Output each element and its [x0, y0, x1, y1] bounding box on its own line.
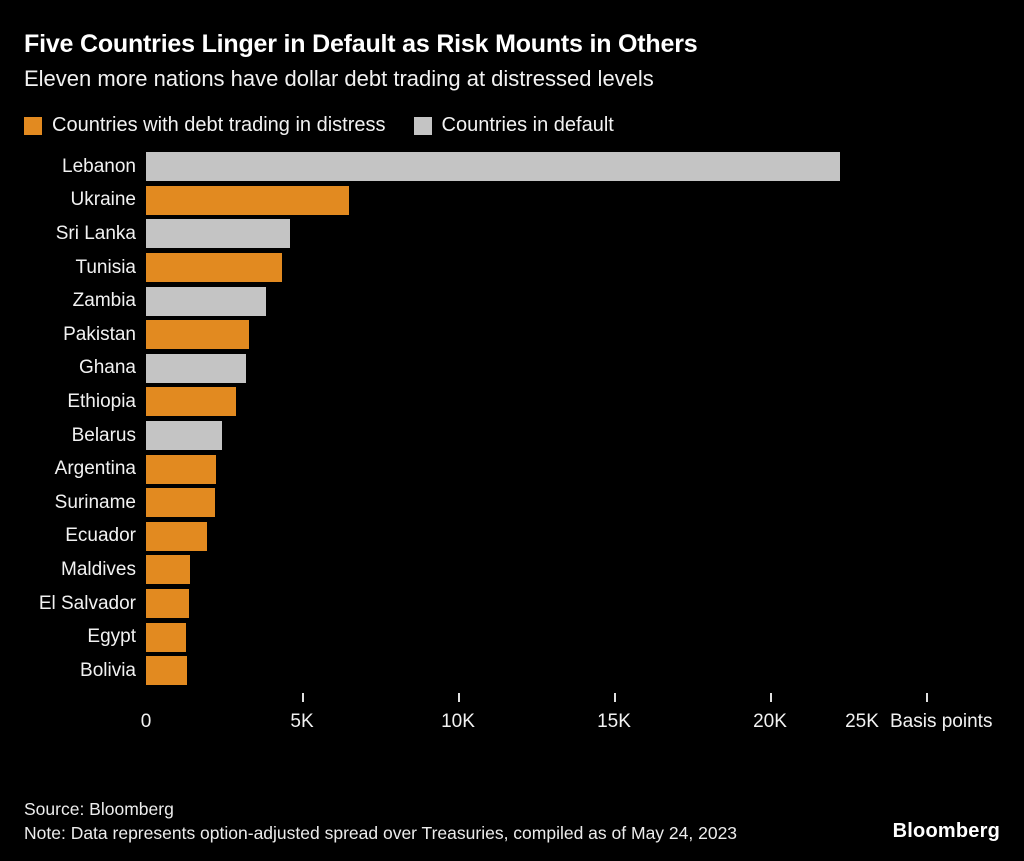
- axis-tick-label: 10K: [441, 710, 475, 732]
- country-label: Bolivia: [80, 659, 136, 681]
- legend-item-default: Countries in default: [413, 114, 614, 137]
- chart-row: Pakistan: [24, 318, 1000, 352]
- bar-track: [146, 553, 926, 587]
- axis-tick: [614, 692, 616, 702]
- bar-lebanon: [146, 152, 841, 182]
- bar-track: [146, 654, 926, 688]
- axis-tick: [926, 692, 928, 702]
- axis-tick-label: 15K: [597, 710, 631, 732]
- chart-row: Suriname: [24, 486, 1000, 520]
- axis-tick: [770, 692, 772, 702]
- bar-ukraine: [146, 185, 349, 215]
- bar-track: [146, 385, 926, 419]
- bar-pakistan: [146, 320, 249, 350]
- legend: Countries with debt trading in distress C…: [24, 114, 1000, 137]
- data-note: Note: Data represents option-adjusted sp…: [24, 822, 738, 843]
- bar-track: [146, 251, 926, 285]
- chart-row: Ghana: [24, 352, 1000, 386]
- country-label: Ethiopia: [67, 390, 136, 412]
- bar-ghana: [146, 353, 246, 383]
- bar-track: [146, 620, 926, 654]
- country-label: Suriname: [54, 491, 136, 513]
- bar-track: [146, 150, 926, 184]
- country-label: Maldives: [61, 558, 136, 580]
- country-label: El Salvador: [38, 592, 136, 614]
- chart-row: Zambia: [24, 284, 1000, 318]
- country-label: Pakistan: [63, 323, 136, 345]
- chart-subtitle: Eleven more nations have dollar debt tra…: [24, 66, 654, 91]
- bloomberg-logo: Bloomberg: [892, 820, 1000, 843]
- bar-track: [146, 352, 926, 386]
- chart-row: Sri Lanka: [24, 217, 1000, 251]
- chart-row: Ecuador: [24, 520, 1000, 554]
- country-label: Zambia: [72, 290, 136, 312]
- chart-row: Lebanon: [24, 150, 1000, 184]
- bar-egypt: [146, 622, 186, 652]
- bar-el-salvador: [146, 589, 190, 619]
- chart-row: Belarus: [24, 419, 1000, 453]
- bar-sri-lanka: [146, 219, 290, 249]
- source-note: Source: Bloomberg: [24, 799, 174, 820]
- axis-tick-label: 0: [140, 710, 152, 732]
- chart-row: El Salvador: [24, 587, 1000, 621]
- chart-row: Tunisia: [24, 251, 1000, 285]
- bar-track: [146, 284, 926, 318]
- chart-row: Bolivia: [24, 654, 1000, 688]
- country-label: Sri Lanka: [55, 222, 136, 244]
- bar-track: [146, 217, 926, 251]
- country-label: Ghana: [78, 357, 136, 379]
- legend-label: Countries in default: [441, 114, 614, 136]
- axis-tick-label: 20K: [753, 710, 787, 732]
- bar-tunisia: [146, 253, 282, 283]
- bar-track: [146, 587, 926, 621]
- bar-zambia: [146, 286, 267, 316]
- country-label: Belarus: [71, 424, 136, 446]
- bar-track: [146, 419, 926, 453]
- bar-ethiopia: [146, 387, 237, 417]
- bar-track: [146, 520, 926, 554]
- axis-tick: [302, 692, 304, 702]
- chart-row: Maldives: [24, 553, 1000, 587]
- country-label: Ukraine: [70, 189, 136, 211]
- chart-row: Ukraine: [24, 184, 1000, 218]
- bar-chart: Lebanon Ukraine Sri Lanka Tunisia Zambia Paki…: [24, 150, 1000, 688]
- country-label: Lebanon: [62, 155, 136, 177]
- axis-tick-label: 25K: [845, 710, 879, 732]
- bar-suriname: [146, 488, 215, 518]
- chart-footer: Source: Bloomberg Note: Data represents …: [24, 798, 1000, 845]
- bar-track: [146, 486, 926, 520]
- country-label: Tunisia: [75, 256, 136, 278]
- bar-argentina: [146, 454, 217, 484]
- x-axis: 0 5K 10K 15K 20K 25K Basis points: [141, 690, 992, 742]
- bar-belarus: [146, 421, 223, 451]
- legend-item-distress: Countries with debt trading in distress: [24, 114, 386, 137]
- bar-track: [146, 184, 926, 218]
- bar-ecuador: [146, 521, 207, 551]
- axis-tick-label: 5K: [290, 710, 314, 732]
- country-label: Egypt: [87, 626, 136, 648]
- chart-row: Argentina: [24, 452, 1000, 486]
- axis-tick: [458, 692, 460, 702]
- bar-track: [146, 452, 926, 486]
- country-label: Ecuador: [65, 525, 136, 547]
- legend-swatch-default: [413, 116, 432, 135]
- axis-unit-label: Basis points: [890, 710, 993, 732]
- legend-swatch-distress: [24, 116, 42, 135]
- chart-row: Egypt: [24, 620, 1000, 654]
- country-label: Argentina: [54, 458, 136, 480]
- chart-row: Ethiopia: [24, 385, 1000, 419]
- bar-maldives: [146, 555, 190, 585]
- bar-bolivia: [146, 656, 188, 686]
- legend-label: Countries with debt trading in distress: [52, 114, 386, 136]
- bar-track: [146, 318, 926, 352]
- chart-title: Five Countries Linger in Default as Risk…: [24, 30, 698, 58]
